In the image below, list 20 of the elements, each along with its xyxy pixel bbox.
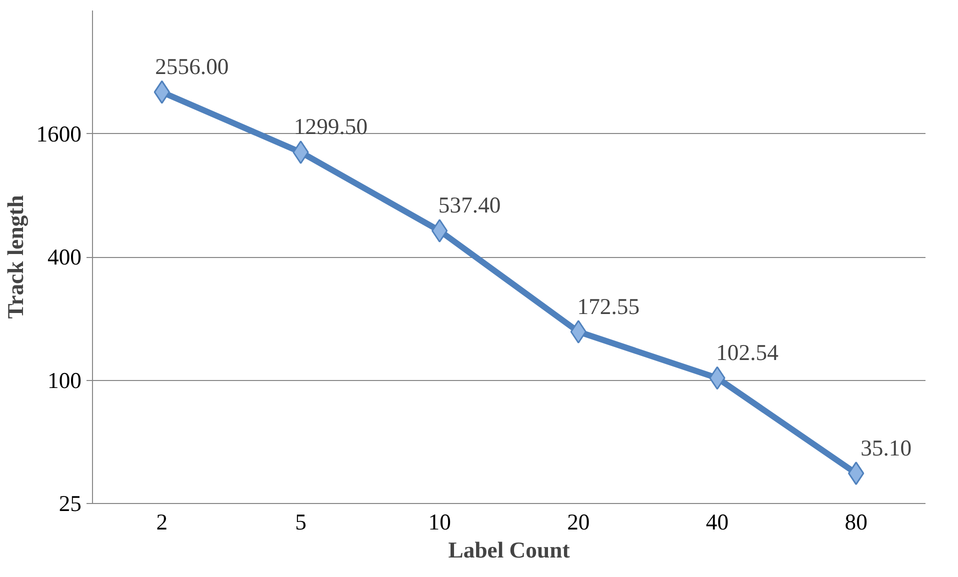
x-tick-label: 10 — [428, 510, 451, 534]
x-axis-title: Label Count — [448, 538, 570, 562]
data-label: 2556.00 — [155, 54, 229, 80]
data-label: 172.55 — [577, 294, 640, 319]
data-label: 35.10 — [860, 435, 912, 460]
x-tick-label: 5 — [295, 510, 306, 534]
y-axis-title: Track length — [3, 194, 28, 319]
x-tick-label: 80 — [844, 510, 868, 534]
y-tick-label: 100 — [48, 368, 82, 393]
y-tick-label: 400 — [48, 244, 82, 270]
x-tick-label: 20 — [567, 510, 590, 534]
x-tick-label: 2 — [156, 510, 168, 534]
y-tick-label: 1600 — [36, 121, 82, 146]
y-tick-label: 25 — [58, 491, 82, 516]
data-label: 537.40 — [438, 192, 501, 218]
data-label: 1299.50 — [294, 114, 368, 140]
x-tick-label: 40 — [706, 510, 729, 534]
data-label: 102.54 — [716, 340, 778, 366]
point — [432, 219, 448, 242]
point — [570, 320, 586, 344]
